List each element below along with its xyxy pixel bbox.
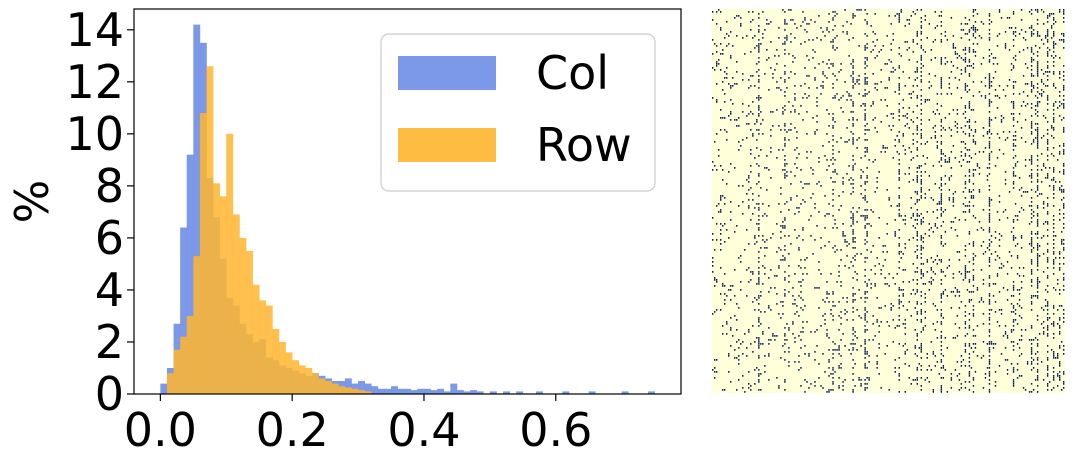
bar-col-45 — [456, 390, 464, 394]
series-row — [166, 66, 372, 395]
bar-col-43 — [443, 391, 451, 394]
bar-col-30 — [358, 380, 365, 394]
bar-row-27 — [344, 387, 352, 394]
bar-col-49 — [489, 391, 497, 394]
x-axis: 0.0 0.2 0.4 0.6 — [124, 394, 592, 457]
bar-row-1 — [173, 349, 181, 394]
bar-col-37 — [404, 388, 412, 394]
bar-col-56 — [648, 391, 655, 394]
x-tick-label: 0.6 — [519, 403, 592, 457]
bar-col-36 — [397, 388, 405, 394]
bar-row-0 — [166, 373, 174, 394]
bar-col-40 — [423, 388, 431, 394]
bar-col-51 — [516, 391, 524, 394]
y-axis-label: % — [5, 180, 59, 224]
x-tick-label: 0.4 — [387, 403, 460, 457]
bar-row-17 — [278, 341, 286, 394]
bar-row-10 — [232, 214, 240, 394]
bar-row-24 — [325, 380, 333, 394]
bar-row-13 — [252, 284, 260, 394]
bar-row-2 — [180, 336, 188, 394]
bar-row-28 — [351, 388, 359, 394]
bar-row-16 — [272, 328, 280, 394]
bar-row-25 — [331, 383, 339, 394]
bar-col-35 — [391, 386, 398, 394]
y-tick-label: 10 — [65, 107, 124, 161]
bar-row-5 — [199, 113, 207, 395]
bar-col-44 — [450, 383, 458, 394]
bar-col-42 — [437, 388, 445, 394]
legend-swatch-col — [398, 56, 496, 90]
bar-row-21 — [305, 367, 313, 394]
bar-row-29 — [358, 390, 365, 394]
bar-col-47 — [470, 390, 477, 394]
bar-col-52 — [536, 391, 543, 394]
y-tick-label: 12 — [65, 55, 124, 109]
bar-col-55 — [621, 391, 629, 394]
bar-row-8 — [219, 196, 227, 394]
bar-row-23 — [318, 378, 326, 394]
legend-swatch-row — [398, 128, 496, 162]
bar-col-41 — [430, 390, 438, 394]
bar-row-26 — [338, 386, 346, 394]
bar-row-4 — [193, 256, 201, 394]
bar-col-4 — [186, 154, 194, 394]
y-tick-label: 6 — [95, 211, 124, 265]
bar-row-3 — [186, 315, 194, 394]
bar-row-14 — [259, 300, 267, 394]
x-tick-label: 0.0 — [124, 403, 197, 457]
y-tick-label: 2 — [95, 315, 124, 369]
bar-col-53 — [562, 391, 570, 394]
histogram-bars — [160, 24, 655, 395]
y-tick-label: 4 — [95, 263, 124, 317]
bar-col-0 — [160, 383, 168, 394]
bar-col-54 — [588, 391, 596, 394]
bar-row-7 — [213, 183, 220, 394]
bar-row-19 — [292, 360, 300, 394]
heatmap-background — [712, 9, 1065, 393]
bar-col-50 — [503, 391, 510, 394]
bar-row-30 — [364, 391, 372, 394]
bar-col-38 — [410, 390, 418, 394]
bar-col-48 — [476, 391, 484, 394]
legend-label-row: Row — [536, 118, 632, 172]
bar-col-34 — [384, 388, 392, 394]
bar-row-18 — [285, 352, 293, 394]
bar-col-46 — [463, 391, 471, 394]
bar-row-11 — [239, 237, 247, 394]
bar-row-20 — [298, 365, 306, 394]
bar-col-31 — [364, 383, 372, 394]
bar-col-3 — [180, 227, 188, 394]
legend-label-col: Col — [536, 46, 609, 100]
bar-row-15 — [265, 305, 273, 394]
bar-col-28 — [344, 378, 352, 394]
bar-col-33 — [377, 388, 385, 394]
bar-row-22 — [311, 373, 319, 394]
legend: Col Row — [380, 33, 656, 192]
bar-col-39 — [417, 388, 425, 394]
bar-col-5 — [193, 24, 201, 395]
bar-row-12 — [246, 250, 253, 394]
y-tick-label: 0 — [95, 367, 124, 421]
y-tick-label: 8 — [95, 159, 124, 213]
bar-col-32 — [371, 386, 379, 394]
x-tick-label: 0.2 — [256, 403, 329, 457]
plot-frame — [133, 8, 682, 395]
bar-row-9 — [226, 133, 234, 394]
y-tick-label: 14 — [65, 3, 124, 57]
bar-row-6 — [206, 66, 214, 394]
